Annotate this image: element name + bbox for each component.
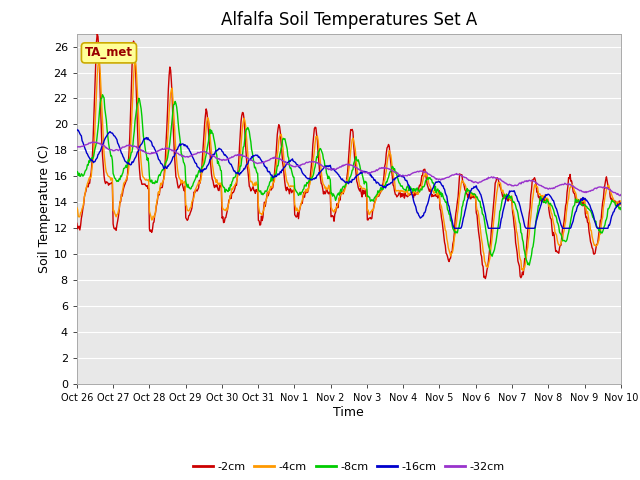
Legend: -2cm, -4cm, -8cm, -16cm, -32cm: -2cm, -4cm, -8cm, -16cm, -32cm — [188, 457, 509, 477]
Text: TA_met: TA_met — [85, 47, 133, 60]
X-axis label: Time: Time — [333, 406, 364, 419]
Y-axis label: Soil Temperature (C): Soil Temperature (C) — [38, 144, 51, 273]
Title: Alfalfa Soil Temperatures Set A: Alfalfa Soil Temperatures Set A — [221, 11, 477, 29]
